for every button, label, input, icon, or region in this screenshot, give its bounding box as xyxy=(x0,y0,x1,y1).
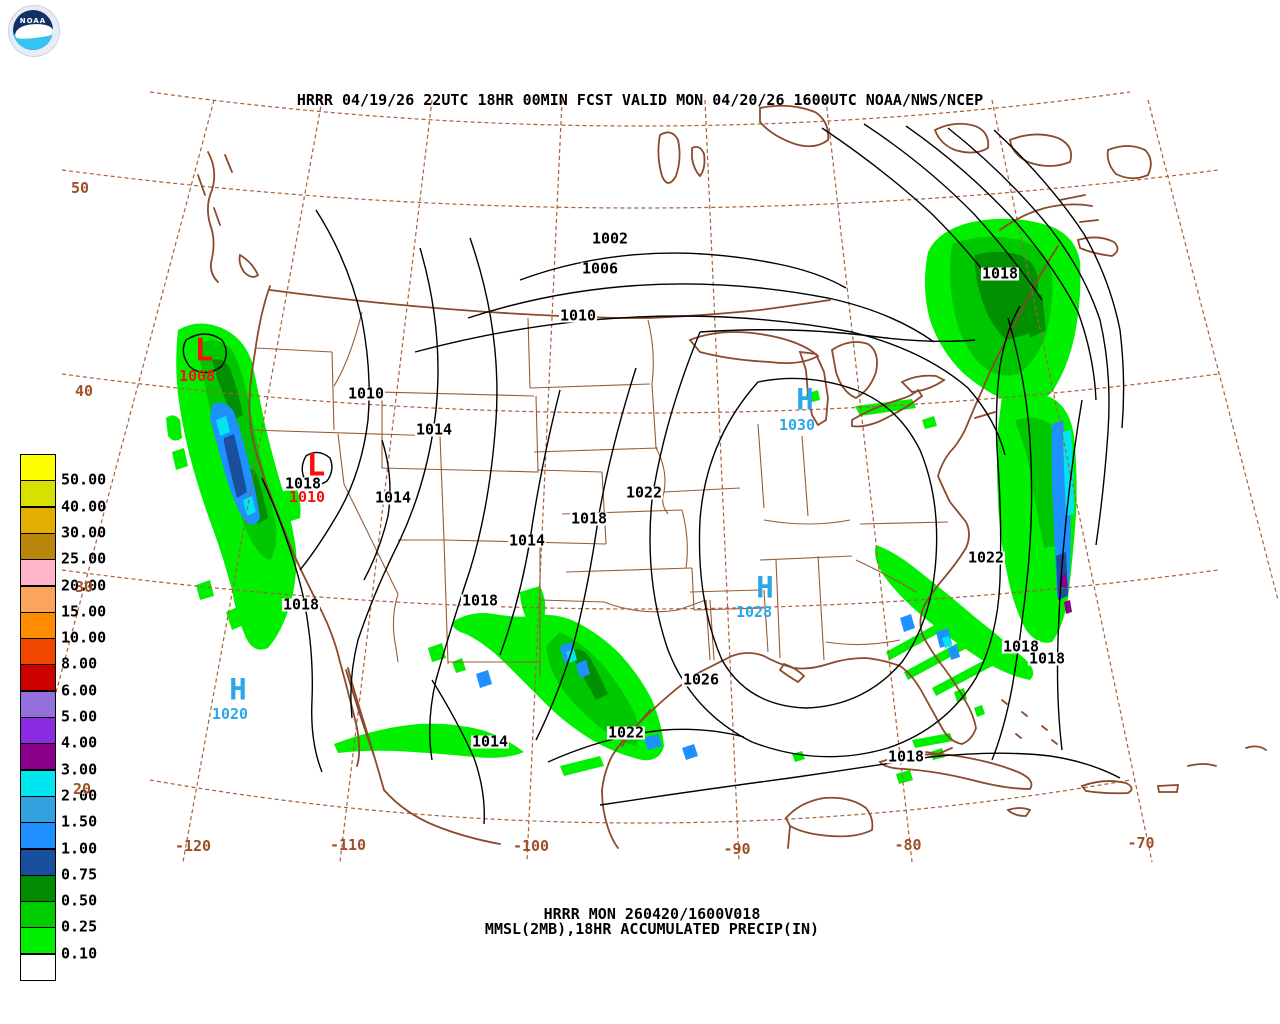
legend-swatch xyxy=(20,795,56,823)
legend-value: 4.00 xyxy=(61,733,98,752)
noaa-logo-circle: NOAA xyxy=(13,10,53,50)
legend-swatch xyxy=(20,454,56,481)
legend-swatch xyxy=(20,717,56,744)
legend-swatch xyxy=(20,874,56,902)
legend-swatch xyxy=(20,664,56,692)
legend-swatch xyxy=(20,848,56,876)
legend-value: 0.75 xyxy=(61,865,98,884)
legend-swatch xyxy=(20,769,56,797)
legend-value: 2.00 xyxy=(61,786,98,805)
legend-value: 1.50 xyxy=(61,812,98,831)
legend-swatch xyxy=(20,822,56,850)
legend-swatch xyxy=(20,690,56,718)
legend-value: 40.00 xyxy=(61,496,107,515)
legend-swatch xyxy=(20,506,56,534)
legend: 50.00 40.00 30.00 25.00 20.00 15.00 10.00 8.00 6… xyxy=(20,454,150,994)
legend-swatch xyxy=(20,927,56,955)
isobar-layer xyxy=(182,123,1125,825)
legend-value: 25.00 xyxy=(61,549,107,568)
noaa-logo-text: NOAA xyxy=(19,17,47,25)
legend-value: 10.00 xyxy=(61,628,107,647)
legend-swatch xyxy=(20,743,56,771)
footer-line2: MMSL(2MB),18HR ACCUMULATED PRECIP(IN) xyxy=(484,920,820,938)
legend-swatch xyxy=(20,638,56,666)
state-borders-layer xyxy=(249,311,949,676)
legend-swatch xyxy=(20,559,56,587)
legend-swatch xyxy=(20,532,56,560)
legend-value: 8.00 xyxy=(61,654,98,673)
grid-layer xyxy=(29,91,1279,863)
legend-value: 3.00 xyxy=(61,759,98,778)
legend-value: 1.00 xyxy=(61,838,98,857)
legend-value: 20.00 xyxy=(61,575,107,594)
noaa-logo: NOAA xyxy=(8,5,60,57)
legend-value: 50.00 xyxy=(61,470,107,489)
footer-line1: HRRR MON 260420/1600V018 xyxy=(543,905,761,923)
legend-value: 5.00 xyxy=(61,707,98,726)
legend-value: 6.00 xyxy=(61,680,98,699)
legend-value: 0.25 xyxy=(61,917,98,936)
legend-swatch xyxy=(20,901,56,929)
legend-swatch xyxy=(20,585,56,613)
legend-swatch xyxy=(20,953,56,981)
legend-swatch xyxy=(20,480,56,508)
legend-value: 0.10 xyxy=(61,943,98,962)
page-title: HRRR 04/19/26 22UTC 18HR 00MIN FCST VALI… xyxy=(296,91,984,109)
geo-layer xyxy=(197,104,1267,849)
legend-value: 30.00 xyxy=(61,523,107,542)
legend-value: 15.00 xyxy=(61,602,107,621)
legend-swatch xyxy=(20,611,56,639)
legend-value: 0.50 xyxy=(61,891,98,910)
precip-layer xyxy=(166,218,1081,784)
